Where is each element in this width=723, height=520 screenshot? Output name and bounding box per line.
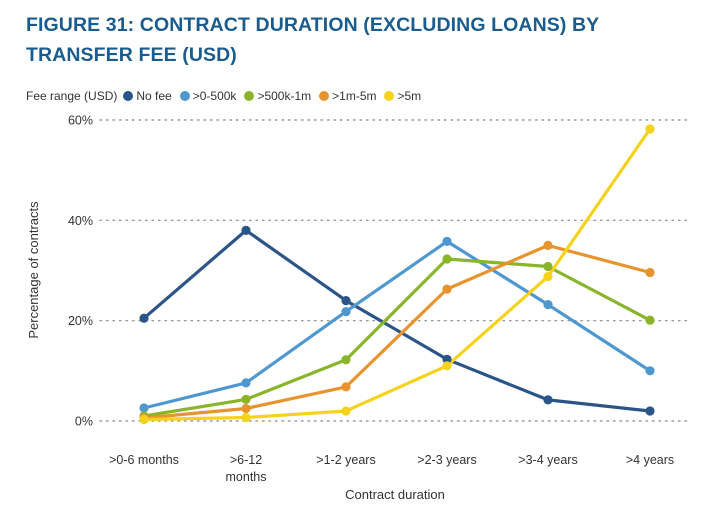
chart-title: FIGURE 31: CONTRACT DURATION (EXCLUDING … (26, 10, 706, 70)
point-5m-6-12-months (241, 412, 251, 423)
x-axis-title: Contract duration (345, 487, 445, 502)
point-0-500k-3-4-years (543, 300, 553, 310)
legend-marker-1m-5m (319, 91, 330, 101)
legend-label-1m-5m: >1m-5m (332, 89, 377, 103)
point-0-500k-1-2-years (341, 307, 351, 317)
point-no-fee-1-2-years (341, 296, 351, 306)
legend-title: Fee range (USD) (26, 89, 118, 103)
legend-item-0-500k: >0-500k (179, 89, 237, 103)
legend-item-5m: >5m (384, 89, 421, 103)
chart-title-line-1: FIGURE 31: CONTRACT DURATION (EXCLUDING … (26, 14, 600, 36)
y-axis-title: Percentage of contracts (26, 201, 41, 339)
point-1m-5m-2-3-years (442, 284, 452, 294)
y-tick-label-0: 0% (75, 415, 93, 429)
point-1m-5m-1-2-years (341, 382, 351, 392)
point-no-fee-6-12-months (241, 225, 251, 235)
y-tick-label-40: 40% (68, 214, 93, 228)
legend: Fee range (USD) No fee >0-500k >500k-1m … (26, 88, 429, 104)
point-5m-2-3-years (442, 361, 452, 371)
point-0-500k-4-years (645, 366, 655, 376)
x-tick-label-0-6-months: >0-6 months (109, 453, 179, 467)
point-1m-5m-3-4-years (543, 240, 553, 250)
point-1m-5m-6-12-months (241, 403, 251, 414)
legend-label-500k-1m: >500k-1m (257, 89, 312, 103)
point-5m-3-4-years (543, 271, 553, 282)
point-500k-1m-4-years (645, 315, 655, 325)
point-no-fee-4-years (645, 406, 655, 416)
chart-title-line-2: TRANSFER FEE (USD) (26, 44, 237, 66)
point-0-500k-6-12-months (241, 378, 251, 388)
x-tick-label-4-years: >4 years (626, 453, 674, 467)
legend-marker-no-fee (123, 91, 134, 101)
y-tick-label-60: 60% (68, 114, 93, 128)
x-tick-label-3-4-years: >3-4 years (518, 453, 577, 467)
x-tick-label-6-12-months-line-1: >6-12 (230, 453, 262, 467)
series-line-no-fee (142, 228, 652, 413)
legend-marker-0-500k (179, 91, 190, 101)
x-tick-label-6-12-months-line-2: months (226, 470, 267, 484)
x-tick-label-1-2-years: >1-2 years (316, 453, 375, 467)
legend-label-no-fee: No fee (136, 89, 172, 103)
legend-item-no-fee: No fee (123, 89, 172, 103)
legend-marker-500k-1m (244, 91, 255, 101)
y-tick-label-20: 20% (68, 314, 93, 328)
point-500k-1m-1-2-years (341, 355, 351, 365)
point-5m-0-6-months (139, 414, 149, 425)
legend-item-1m-5m: >1m-5m (319, 89, 376, 103)
series-line-0-500k (142, 239, 652, 410)
legend-label-0-500k: >0-500k (192, 89, 237, 103)
series-line-500k-1m (142, 257, 652, 418)
point-5m-4-years (645, 124, 655, 134)
legend-marker-5m (384, 91, 395, 101)
point-0-500k-2-3-years (442, 236, 452, 246)
point-no-fee-2-3-years (442, 354, 452, 364)
point-500k-1m-2-3-years (442, 254, 452, 264)
legend-item-500k-1m: >500k-1m (244, 89, 311, 103)
legend-label-5m: >5m (397, 89, 422, 103)
point-5m-1-2-years (341, 406, 351, 416)
point-no-fee-0-6-months (139, 313, 149, 323)
point-500k-1m-3-4-years (543, 261, 553, 272)
x-tick-label-2-3-years: >2-3 years (417, 453, 476, 467)
point-1m-5m-4-years (645, 267, 655, 278)
point-0-500k-0-6-months (139, 403, 149, 413)
point-500k-1m-6-12-months (241, 394, 251, 404)
series-line-5m (142, 127, 652, 422)
point-no-fee-3-4-years (543, 395, 553, 405)
